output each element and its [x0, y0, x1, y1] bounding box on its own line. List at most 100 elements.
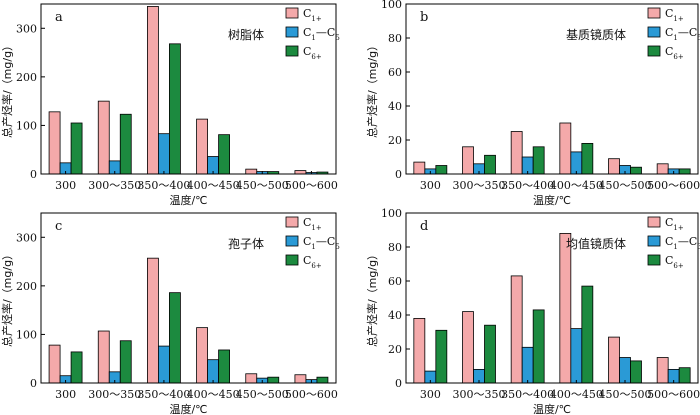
x-tick-label: 350～400: [501, 388, 554, 401]
x-axis-label: 温度/℃: [169, 193, 207, 207]
plot-frame: [405, 212, 699, 384]
y-tick-label: 100: [16, 328, 37, 341]
bar-d-s2-c1: [484, 324, 496, 384]
bar-c-s2-c0: [70, 351, 83, 384]
bar-a-s0-c3: [196, 118, 208, 175]
legend-swatch: [647, 254, 661, 266]
bar-a-s0-c1: [97, 100, 110, 175]
legend-swatch: [647, 235, 661, 247]
legend-swatch: [647, 7, 661, 19]
x-tick-label: 400～450: [550, 179, 603, 192]
chart-title: 孢子体: [228, 237, 264, 251]
bar-d-s1-c3: [570, 328, 583, 384]
panel-letter: d: [420, 219, 428, 234]
x-tick-label: 450～500: [599, 179, 652, 192]
x-tick-label: 500～600: [647, 179, 700, 192]
legend-swatch: [285, 235, 299, 247]
bar-c-s1-c3: [207, 359, 219, 384]
legend-label: C6+: [665, 45, 684, 61]
bar-c-s0-c2: [147, 257, 159, 384]
bar-b-s0-c5: [656, 163, 669, 175]
chart-title: 树脂体: [228, 27, 264, 42]
y-tick-label: 0: [395, 377, 402, 390]
x-tick-label: 300～350: [88, 388, 141, 401]
chart-panel-a: 0 100 200 300 300 300～350350～400400～450450～50…: [0, 3, 340, 207]
bar-a-s2-c1: [119, 113, 132, 175]
y-tick-label: 300: [16, 22, 37, 35]
legend-swatch: [647, 26, 661, 38]
chart-title: 均值镜质体: [566, 236, 626, 251]
bar-b-s0-c2: [510, 131, 523, 175]
chart-panel-d: 0 20 40 60 80 100 300 300～350350～400400～450450～…: [365, 207, 700, 415]
y-tick-label: 0: [30, 168, 37, 181]
legend-label: C1+: [665, 7, 684, 23]
bar-a-s2-c2: [169, 43, 181, 175]
legend-label: C1+: [303, 216, 322, 232]
legend-swatch: [285, 26, 299, 38]
x-tick-label: 300: [420, 388, 441, 401]
legend-swatch: [647, 45, 661, 57]
y-axis-label: 总产烃率/（mg/g）: [365, 40, 379, 138]
x-tick-label: 300～350: [453, 179, 506, 192]
legend-swatch: [285, 216, 299, 228]
x-tick-label: 300～350: [453, 388, 506, 401]
y-tick-label: 100: [381, 207, 402, 220]
panel-letter: c: [55, 219, 62, 234]
x-tick-label: 450～500: [236, 179, 289, 192]
y-tick-label: 40: [388, 309, 402, 322]
legend-label: C1—C5: [303, 26, 340, 42]
legend-swatch: [285, 45, 299, 57]
bar-d-s2-c5: [678, 367, 691, 384]
legend-swatch: [285, 7, 299, 19]
y-axis-label: 总产烃率/（mg/g）: [0, 40, 14, 138]
bar-c-s1-c2: [158, 345, 170, 384]
x-tick-label: 450～500: [599, 388, 652, 401]
x-tick-label: 500～600: [285, 179, 338, 192]
bar-c-s0-c1: [97, 330, 110, 384]
x-tick-label: 300～350: [88, 179, 141, 192]
y-tick-label: 80: [388, 241, 402, 254]
bar-d-s0-c3: [559, 232, 572, 384]
bar-b-s2-c1: [484, 154, 496, 175]
x-tick-label: 400～450: [187, 388, 240, 401]
bar-a-s0-c0: [48, 111, 61, 175]
bar-d-s0-c2: [510, 275, 523, 384]
y-tick-label: 20: [388, 134, 402, 147]
bar-b-s0-c0: [413, 161, 426, 175]
bar-d-s2-c4: [630, 360, 642, 384]
bar-c-s0-c0: [48, 344, 61, 384]
bar-a-s0-c2: [147, 6, 159, 175]
x-tick-label: 300: [420, 179, 441, 192]
x-tick-label: 500～600: [285, 388, 338, 401]
bar-c-s2-c5: [316, 376, 329, 384]
chart-title: 基质镜质体: [566, 27, 626, 42]
bar-c-s2-c4: [267, 376, 280, 384]
legend-label: C1—C5: [665, 26, 700, 42]
panel-letter: a: [55, 10, 63, 25]
bar-c-s2-c1: [119, 340, 132, 384]
x-tick-label: 350～400: [137, 179, 190, 192]
legend-swatch: [647, 216, 661, 228]
x-tick-label: 400～450: [187, 179, 240, 192]
x-tick-label: 400～450: [550, 388, 603, 401]
bar-b-s1-c3: [570, 151, 583, 175]
y-tick-label: 200: [16, 280, 37, 293]
y-tick-label: 60: [388, 275, 402, 288]
y-tick-label: 0: [395, 168, 402, 181]
bar-d-s0-c5: [656, 357, 669, 384]
bar-d-s0-c0: [413, 317, 426, 384]
y-tick-label: 100: [16, 119, 37, 132]
y-tick-label: 0: [30, 377, 37, 390]
bar-b-s2-c4: [630, 166, 642, 175]
bar-c-s2-c2: [169, 292, 181, 384]
bar-a-s0-c5: [294, 170, 307, 175]
y-tick-label: 20: [388, 343, 402, 356]
bar-d-s1-c4: [619, 357, 631, 384]
legend-label: C1+: [665, 216, 684, 232]
bar-b-s2-c3: [581, 142, 594, 175]
legend-label: C6+: [303, 45, 322, 61]
bar-a-s1-c2: [158, 133, 170, 175]
bar-d-s0-c1: [462, 311, 474, 384]
x-tick-label: 350～400: [137, 388, 190, 401]
